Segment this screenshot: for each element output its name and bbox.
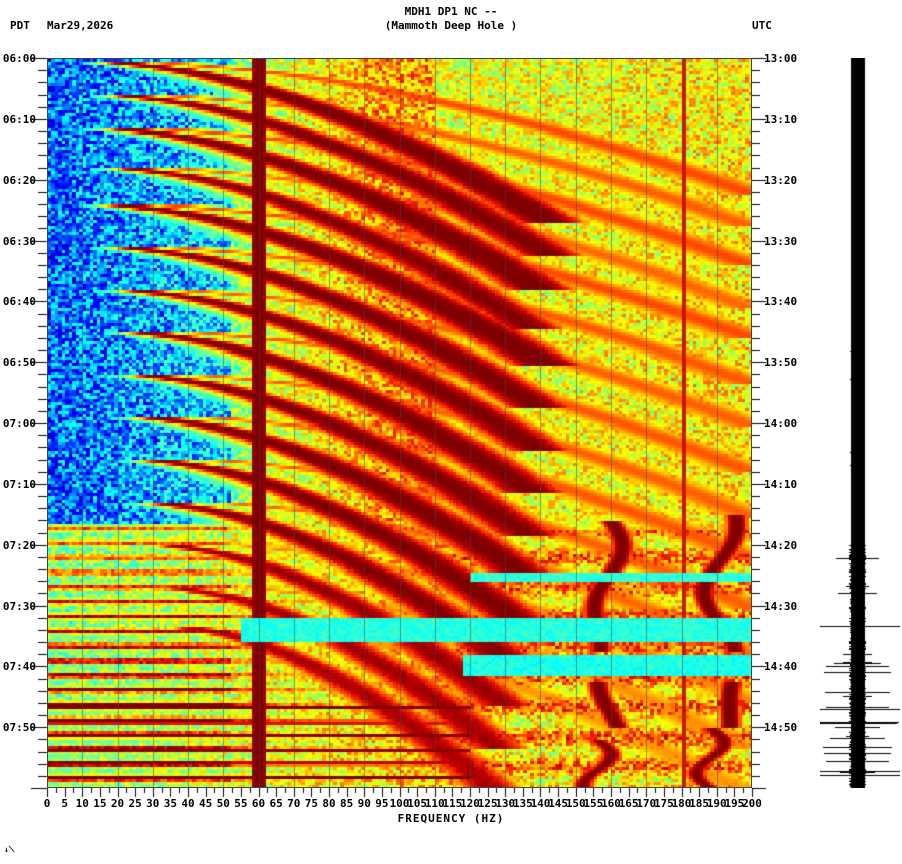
frequency-tick-label: 180: [671, 797, 692, 810]
time-tick-label-utc: 13:40: [764, 295, 798, 309]
time-tick-label-local: 06:10: [2, 112, 36, 126]
time-tick-label-local: 07:10: [2, 477, 36, 491]
time-tick-label-local: 07:30: [2, 599, 36, 613]
page-title: MDH1 DP1 NC --: [404, 5, 498, 18]
frequency-tick-label: 30: [146, 797, 160, 810]
time-tick-label-utc: 13:20: [764, 173, 798, 187]
frequency-tick-label: 20: [110, 797, 125, 810]
time-tick-label-utc: 13:00: [764, 52, 798, 65]
frequency-tick-label: 70: [287, 797, 301, 810]
time-tick-label-local: 07:20: [2, 538, 36, 552]
time-tick-label-local: 07:50: [2, 721, 36, 735]
frequency-tick-label: 65: [269, 797, 283, 810]
x-axis-title: FREQUENCY (HZ): [397, 812, 505, 825]
frequency-tick-label: 55: [234, 797, 248, 810]
time-tick-label-utc: 14:10: [764, 477, 798, 491]
frequency-tick-label: 185: [689, 797, 710, 810]
frequency-tick-label: 85: [340, 797, 354, 810]
frequency-tick-label: 35: [163, 797, 177, 810]
date-label: Mar29,2026: [47, 19, 114, 32]
seismogram-trace: [820, 58, 900, 788]
frequency-tick-label: 50: [216, 797, 230, 810]
frequency-tick-label: 45: [199, 797, 213, 810]
frequency-tick-label: 155: [583, 797, 604, 810]
frequency-tick-label: 135: [512, 797, 533, 810]
frequency-tick-label: 15: [93, 797, 107, 810]
frequency-tick-label: 200: [742, 797, 762, 810]
time-tick-label-local: 07:40: [2, 660, 36, 674]
time-tick-label-utc: 14:40: [764, 660, 798, 674]
time-axis-left-ticks: [0, 50, 48, 810]
frequency-tick-label: 60: [251, 797, 266, 810]
frequency-tick-label: 25: [128, 797, 142, 810]
frequency-tick-label: 120: [460, 797, 480, 810]
time-tick-label-local: 06:30: [2, 234, 36, 248]
frequency-tick-label: 75: [304, 797, 318, 810]
frequency-tick-label: 175: [653, 797, 674, 810]
frequency-tick-label: 160: [601, 797, 621, 810]
frequency-tick-label: 95: [375, 797, 389, 810]
time-tick-label-utc: 14:30: [764, 599, 798, 613]
time-tick-label-local: 06:50: [2, 356, 36, 370]
frequency-tick-label: 115: [442, 797, 463, 810]
time-tick-label-utc: 14:50: [764, 721, 798, 735]
frequency-axis-ticks: [40, 788, 770, 802]
frequency-tick-label: 165: [618, 797, 639, 810]
utc-timezone-label: UTC: [752, 19, 772, 32]
frequency-tick-label: 130: [495, 797, 516, 810]
frequency-tick-label: 170: [636, 797, 657, 810]
time-tick-label-utc: 13:30: [764, 234, 798, 248]
frequency-tick-label: 150: [565, 797, 586, 810]
frequency-tick-label: 125: [477, 797, 498, 810]
time-tick-label-local: 06:20: [2, 173, 36, 187]
corner-mark: ↓⟍: [4, 845, 15, 854]
time-tick-label-utc: 14:20: [764, 538, 798, 552]
frequency-tick-label: 0: [43, 797, 51, 810]
seismogram-canvas: [820, 58, 900, 788]
frequency-tick-label: 105: [407, 797, 428, 810]
frequency-tick-label: 110: [424, 797, 445, 810]
time-tick-label-local: 06:40: [2, 295, 36, 309]
time-tick-label-local: 07:00: [2, 417, 36, 430]
time-tick-label-utc: 13:50: [764, 356, 798, 370]
frequency-tick-label: 190: [706, 797, 727, 810]
time-axis-right-ticks: [752, 50, 772, 810]
frequency-tick-label: 10: [75, 797, 89, 810]
frequency-tick-label: 145: [548, 797, 569, 810]
frequency-tick-label: 80: [322, 797, 336, 810]
frequency-tick-label: 195: [724, 797, 745, 810]
time-tick-label-utc: 13:10: [764, 112, 798, 126]
frequency-tick-label: 90: [357, 797, 371, 810]
spectrogram-canvas: [47, 58, 752, 788]
frequency-tick-label: 5: [61, 797, 68, 810]
frequency-tick-label: 140: [530, 797, 551, 810]
frequency-tick-label: 100: [389, 797, 410, 810]
spectrogram-plot: [47, 58, 752, 788]
page-subtitle: (Mammoth Deep Hole ): [384, 19, 518, 32]
time-tick-label-utc: 14:00: [764, 417, 798, 430]
time-tick-label-local: 06:00: [2, 52, 36, 65]
local-timezone-label: PDT: [10, 19, 30, 32]
frequency-tick-label: 40: [181, 797, 195, 810]
